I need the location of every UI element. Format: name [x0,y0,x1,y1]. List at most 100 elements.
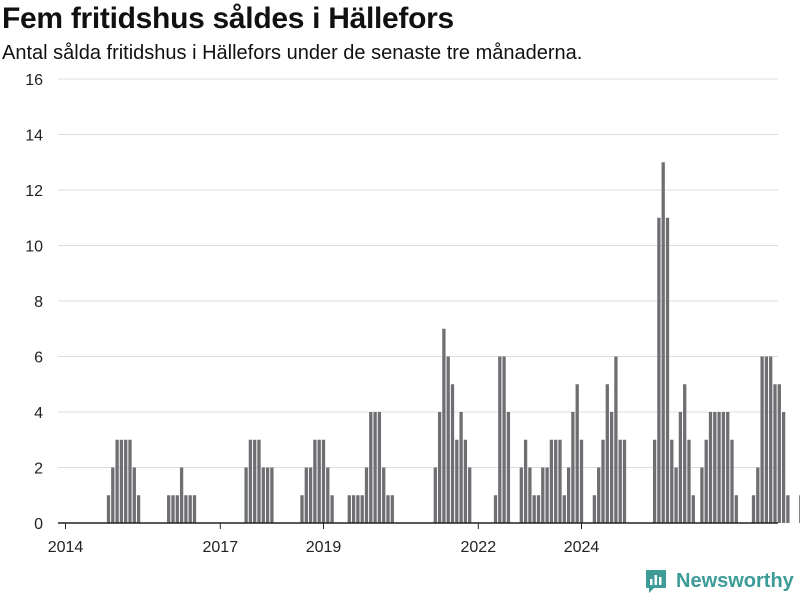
bar [437,412,442,523]
bar [523,439,528,523]
bar [304,467,308,523]
bar [119,439,124,523]
bar [373,412,377,523]
bar [115,439,119,523]
bar [326,467,330,523]
bar [265,467,270,523]
x-tick-label: 2024 [564,539,600,556]
bar [124,439,128,523]
bar [382,467,386,523]
bar [317,439,321,523]
bar [691,495,695,523]
bar [558,439,562,523]
bar [253,439,257,523]
bar [261,467,265,523]
bar [167,495,171,523]
bar [579,439,584,523]
bar [687,439,691,523]
bar [597,467,601,523]
bar [652,439,657,523]
y-tick-label: 16 [25,72,43,89]
bar [442,328,446,523]
y-tick-label: 10 [25,239,43,256]
bar [175,495,179,523]
bar [463,439,468,523]
bar [128,439,132,523]
bar [618,439,622,523]
bar [244,467,248,523]
bar [661,162,665,523]
bar [541,467,545,523]
bar [528,467,532,523]
bar [321,439,326,523]
bar [717,412,721,523]
bar [536,495,541,523]
bar [554,439,558,523]
bar [657,217,661,523]
bar [575,384,579,523]
bar [502,356,506,523]
bar [347,495,351,523]
bar [562,495,566,523]
chart-subtitle: Antal sålda fritidshus i Hällefors under… [2,42,583,64]
bar [192,495,197,523]
bar [377,412,382,523]
bar [700,467,704,523]
bar [545,467,549,523]
bar [726,412,730,523]
bar [605,384,609,523]
y-tick-label: 8 [34,294,43,311]
bar [704,439,708,523]
bar [532,495,536,523]
bar [622,439,627,523]
bar [136,495,141,523]
y-tick-label: 2 [34,461,43,478]
bar [592,495,597,523]
bar [786,495,790,523]
bar [386,495,390,523]
x-tick-label: 2022 [461,539,497,556]
bar [601,439,605,523]
bar [506,412,511,523]
bar [566,467,571,523]
bar [455,439,459,523]
bar [450,384,455,523]
bar [493,495,498,523]
bar [360,495,364,523]
bar [670,439,674,523]
bar [519,467,523,523]
bar [188,495,192,523]
y-tick-label: 14 [25,128,43,145]
bar [721,412,726,523]
bar [390,495,394,523]
bar [734,495,738,523]
bar [364,467,369,523]
bar [571,412,575,523]
bar [171,495,175,523]
bar [184,495,188,523]
y-tick-label: 6 [34,350,43,367]
bar [313,439,317,523]
bar [446,356,450,523]
bar [730,439,734,523]
x-tick-label: 2017 [203,539,239,556]
bar [106,495,111,523]
bar [330,495,334,523]
bar [683,384,687,523]
bar [678,412,683,523]
bar [270,467,274,523]
x-tick-label: 2014 [48,539,84,556]
bar [756,467,760,523]
bar [609,412,614,523]
newsworthy-logo-icon [646,570,666,593]
y-tick-label: 0 [34,516,43,533]
bar [781,412,786,523]
bar [498,356,502,523]
bar [674,467,678,523]
bar [614,356,618,523]
bar [708,412,713,523]
bar [764,356,769,523]
bar [132,467,136,523]
bar [351,495,356,523]
